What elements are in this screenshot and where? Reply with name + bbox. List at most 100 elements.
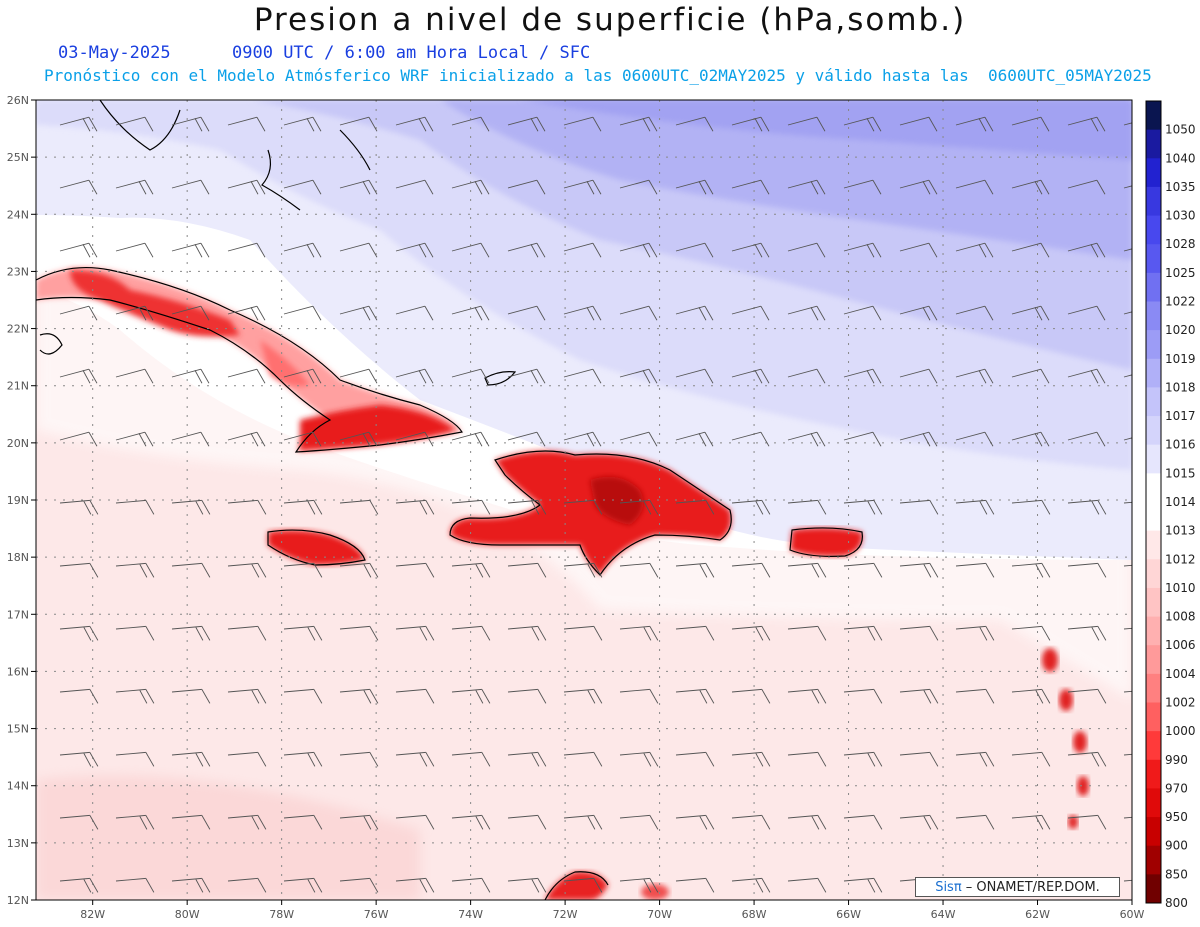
wind-barb <box>115 179 154 195</box>
wind-barb <box>339 625 379 641</box>
colorbar-label: 1014 <box>1165 495 1196 509</box>
wind-barb <box>955 116 994 132</box>
colorbar-label: 1016 <box>1165 438 1196 452</box>
colorbar-label: 1017 <box>1165 409 1196 423</box>
colorbar-label: 1012 <box>1165 552 1196 566</box>
wind-barb <box>395 562 435 578</box>
colorbar-label: 1020 <box>1165 323 1196 337</box>
wind-barb <box>227 688 267 704</box>
wind-barb <box>451 179 490 195</box>
wind-barb <box>899 814 939 830</box>
wind-barb <box>451 688 491 704</box>
wind-barb <box>115 751 155 767</box>
colorbar-swatch <box>1146 244 1161 274</box>
wind-barb <box>843 688 883 704</box>
wind-barb <box>507 116 546 132</box>
wind-barb <box>619 562 659 578</box>
high-pressure-1019 <box>520 100 1132 160</box>
wind-barb <box>843 368 882 384</box>
wind-barb <box>339 116 378 132</box>
wind-barb <box>395 368 434 384</box>
wind-barb <box>843 116 882 132</box>
wind-barb <box>619 242 658 258</box>
colorbar-label: 1015 <box>1165 466 1196 480</box>
lon-label: 74W <box>458 908 483 921</box>
wind-barb <box>843 814 883 830</box>
colorbar-frame <box>1145 100 1162 904</box>
wind-barb <box>507 242 546 258</box>
wind-barb <box>619 499 659 515</box>
wind-barb <box>115 499 155 515</box>
colorbar-swatch <box>1146 616 1161 646</box>
wind-barb <box>283 751 323 767</box>
wind-barb <box>731 499 771 515</box>
wind-barb <box>843 305 882 321</box>
wind-barb <box>563 242 602 258</box>
wind-barb <box>787 499 827 515</box>
lon-label: 62W <box>1025 908 1050 921</box>
wind-barb <box>115 431 154 447</box>
wind-barb <box>619 179 658 195</box>
wind-barb <box>283 625 323 641</box>
wind-barb <box>227 751 267 767</box>
wind-barb <box>1123 879 1132 882</box>
wind-barb <box>675 305 714 321</box>
wind-barb <box>451 368 490 384</box>
lat-label: 15N <box>7 723 29 736</box>
wind-barb <box>115 242 154 258</box>
wind-barb <box>955 625 995 641</box>
wind-barb <box>1123 564 1132 567</box>
wind-barb <box>1011 751 1051 767</box>
wind-barb <box>171 814 211 830</box>
wind-barb <box>339 562 379 578</box>
wind-barb <box>563 431 602 447</box>
wind-barb <box>675 814 715 830</box>
wind-barb <box>787 179 826 195</box>
wind-barb <box>507 305 546 321</box>
wind-barb <box>1067 431 1106 447</box>
lat-label: 14N <box>7 780 29 793</box>
colorbar-swatch <box>1146 387 1161 417</box>
colorbar-swatch <box>1146 817 1161 847</box>
wind-barb <box>395 877 435 893</box>
wind-barb <box>675 751 715 767</box>
terrain-pressure <box>36 267 1089 900</box>
credit-text: – ONAMET/REP.DOM. <box>961 880 1100 895</box>
sispi-logo: Sisπ <box>935 880 962 895</box>
wind-barb <box>563 625 603 641</box>
wind-barb <box>787 305 826 321</box>
wind-barb <box>115 625 155 641</box>
wind-barb <box>1067 305 1106 321</box>
lon-label: 70W <box>647 908 672 921</box>
wind-barb <box>787 751 827 767</box>
wind-barb <box>171 305 210 321</box>
wind-barb <box>1011 814 1051 830</box>
wind-barb <box>731 625 771 641</box>
lat-label: 23N <box>7 265 29 278</box>
wind-barb <box>899 116 938 132</box>
wind-barb <box>59 751 99 767</box>
wind-barb <box>563 814 603 830</box>
wind-barb <box>787 625 827 641</box>
wind-barb <box>619 116 658 132</box>
low-pressure-zone <box>36 775 420 900</box>
wind-barb <box>731 179 770 195</box>
wind-barb <box>1011 368 1050 384</box>
wind-barb <box>339 431 378 447</box>
wind-barb <box>1067 242 1106 258</box>
wind-barb <box>339 242 378 258</box>
wind-barb <box>1067 562 1107 578</box>
colorbar-label: 1019 <box>1165 352 1196 366</box>
wind-barb <box>899 562 939 578</box>
lat-label: 20N <box>7 437 29 450</box>
wind-barb <box>1067 625 1107 641</box>
longitude-labels: 82W 80W 78W 76W 74W 72W 70W 68W 66W 64W 62W 60W <box>80 900 1145 921</box>
wind-barb <box>171 179 210 195</box>
wind-barb <box>619 305 658 321</box>
wind-barb <box>507 688 547 704</box>
wind-barb <box>451 431 490 447</box>
colorbar-label: 1035 <box>1165 180 1196 194</box>
wind-barb <box>283 499 323 515</box>
wind-barb <box>731 431 770 447</box>
colorbar-swatch <box>1146 444 1161 474</box>
